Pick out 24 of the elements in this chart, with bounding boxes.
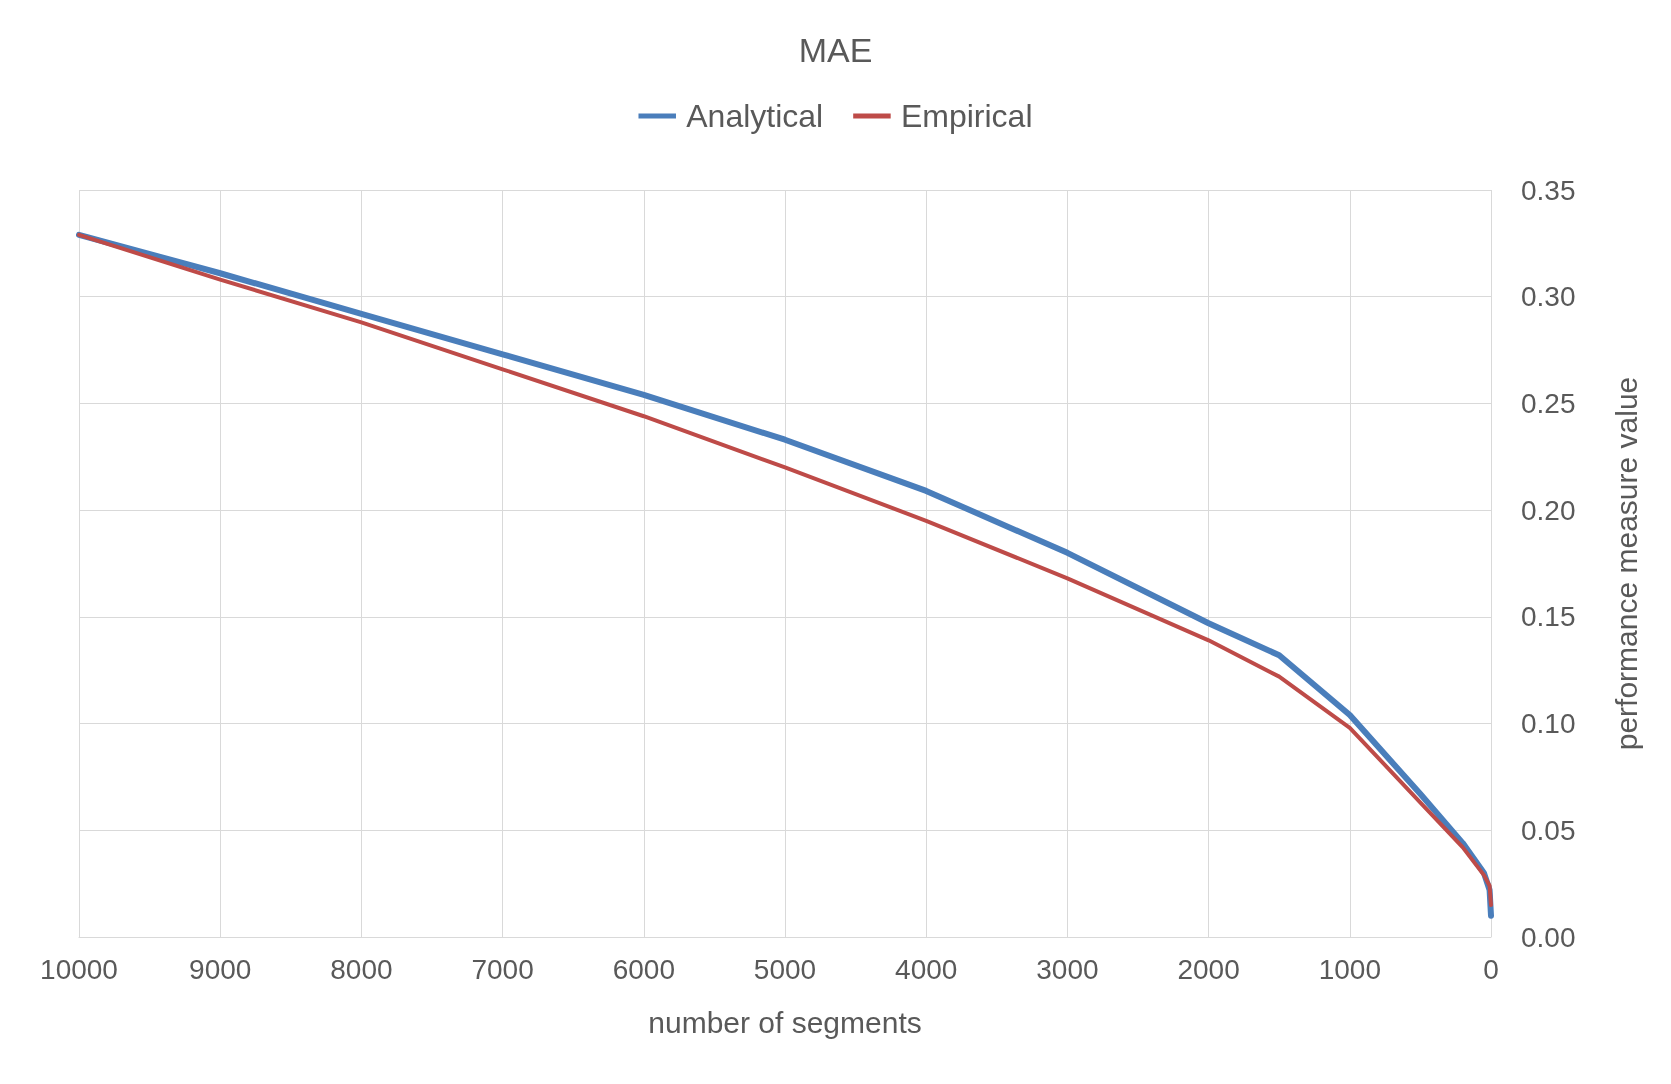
x-tick-label: 1000 (1318, 953, 1381, 985)
x-tick-label: 2000 (1177, 953, 1240, 985)
x-tick-label: 0 (1483, 953, 1499, 985)
x-tick-label: 4000 (895, 953, 958, 985)
legend-label: Empirical (900, 98, 1033, 134)
y-tick-label: 0.00 (1521, 921, 1576, 953)
y-tick-label: 0.10 (1521, 708, 1576, 740)
x-tick-label: 3000 (1036, 953, 1099, 985)
x-tick-label: 7000 (471, 953, 534, 985)
x-tick-label: 6000 (612, 953, 675, 985)
y-tick-label: 0.15 (1521, 601, 1576, 633)
y-tick-label: 0.05 (1521, 814, 1576, 846)
chart-title: MAE (798, 31, 873, 69)
y-tick-label: 0.35 (1521, 174, 1576, 206)
x-tick-label: 5000 (753, 953, 817, 985)
y-tick-label: 0.25 (1521, 387, 1576, 419)
x-axis-title: number of segments (648, 1005, 922, 1039)
y-tick-label: 0.30 (1521, 281, 1576, 313)
legend-label: Analytical (686, 98, 824, 134)
x-tick-label: 9000 (189, 953, 252, 985)
x-tick-label: 10000 (40, 953, 118, 985)
y-tick-label: 0.20 (1521, 494, 1576, 526)
y-axis-title: performance measure value (1609, 376, 1643, 751)
x-tick-label: 8000 (330, 953, 393, 985)
